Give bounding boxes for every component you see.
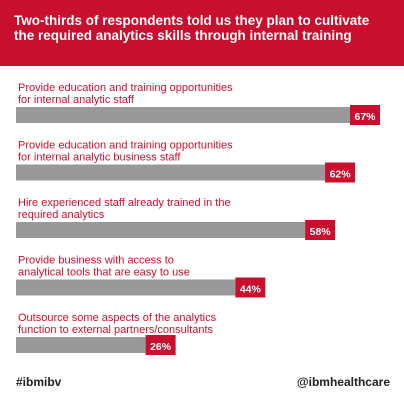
bar bbox=[16, 337, 146, 353]
bar bbox=[16, 164, 326, 181]
category-label: Provide education and training opportuni… bbox=[18, 140, 233, 152]
value-badge bbox=[305, 220, 336, 240]
bar bbox=[16, 279, 236, 296]
value-badge bbox=[235, 277, 266, 298]
social-handle: @ibmhealthcare bbox=[296, 375, 390, 389]
category-label: function to external partners/consultant… bbox=[18, 324, 214, 336]
value-badge bbox=[145, 335, 176, 355]
value-badge bbox=[325, 162, 356, 183]
category-label: required analytics bbox=[18, 209, 105, 221]
bar bbox=[16, 222, 306, 238]
chart-header: Two-thirds of respondents told us they p… bbox=[0, 0, 404, 66]
value-label: 62% bbox=[330, 169, 352, 181]
chart-title: Two-thirds of respondents told us they p… bbox=[14, 13, 370, 43]
category-label: analytical tools that are easy to use bbox=[18, 267, 190, 279]
category-label: Hire experienced staff already trained i… bbox=[18, 197, 231, 209]
value-badge bbox=[350, 105, 380, 125]
category-label: Provide business with access to bbox=[18, 255, 174, 267]
hashtag-label: #ibmibv bbox=[16, 375, 62, 389]
value-label: 26% bbox=[150, 341, 172, 353]
bar bbox=[16, 107, 350, 123]
category-label: Provide education and training opportuni… bbox=[18, 82, 233, 94]
category-label: for internal analytic business staff bbox=[18, 152, 181, 164]
category-label: for internal analytic staff bbox=[18, 94, 135, 106]
value-label: 67% bbox=[354, 111, 376, 123]
category-label: Outsource some aspects of the analytics bbox=[18, 312, 217, 324]
value-label: 58% bbox=[310, 226, 332, 238]
value-label: 44% bbox=[240, 284, 262, 296]
